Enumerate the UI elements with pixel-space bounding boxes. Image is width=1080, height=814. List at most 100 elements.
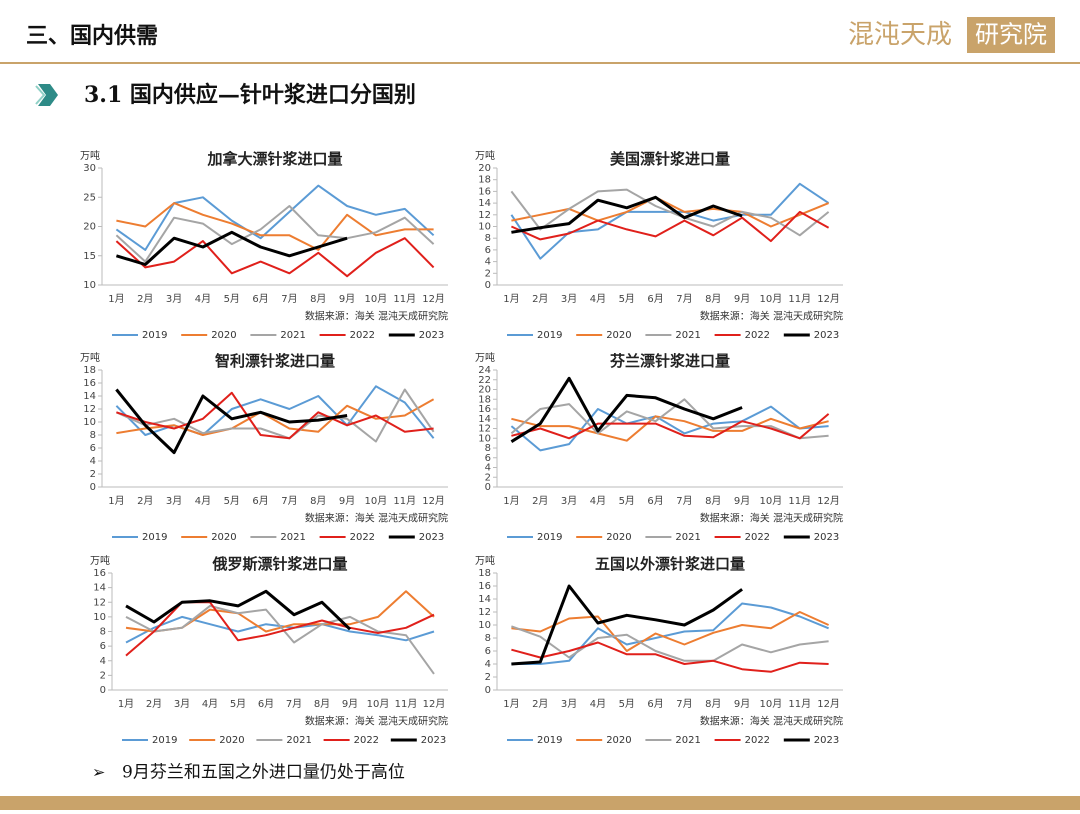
source: 数据来源：海关 混沌天成研究院 [305,310,448,323]
y-tick-label: 6 [485,453,491,464]
x-tick-label: 3月 [561,698,577,710]
y-unit: 万吨 [80,149,100,162]
y-tick-label: 0 [485,685,491,696]
x-tick-label: 7月 [281,293,297,305]
y-tick-label: 6 [90,443,96,454]
legend-label: 2022 [745,532,770,543]
series-line [511,641,829,673]
series-line [511,602,829,665]
x-tick-label: 5月 [619,698,635,710]
series-line [511,611,830,652]
legend-label: 2023 [814,735,839,746]
chart-title: 芬兰漂针浆进口量 [610,352,730,370]
series-line [511,413,830,440]
y-tick-label: 24 [478,365,491,376]
legend-label: 2023 [814,330,839,341]
series-line [115,388,348,455]
footer-bar [0,796,1080,810]
series-line [510,405,829,452]
x-tick-label: 8月 [314,698,330,710]
legend-label: 2021 [675,330,700,341]
legend-label: 2023 [419,532,444,543]
x-tick-label: 11月 [393,293,416,305]
x-tick-label: 4月 [590,698,606,710]
y-tick-label: 2 [485,472,491,483]
y-tick-label: 2 [90,469,96,480]
x-tick-label: 2月 [532,495,548,507]
series-line [510,376,743,443]
y-tick-label: 18 [478,394,491,405]
x-tick-label: 10月 [760,698,783,710]
y-tick-label: 16 [478,404,491,415]
series-line [511,196,829,228]
x-tick-label: 4月 [195,495,211,507]
source: 数据来源：海关 混沌天成研究院 [700,310,843,323]
x-tick-label: 1月 [118,698,134,710]
y-tick-label: 8 [100,627,106,638]
y-tick-label: 0 [90,482,96,493]
x-tick-label: 3月 [174,698,190,710]
section-title: 三、国内供需 [26,23,158,49]
y-tick-label: 16 [478,186,491,197]
x-tick-label: 2月 [146,698,162,710]
x-tick-label: 4月 [590,495,606,507]
y-tick-label: 14 [478,198,491,209]
series-line [510,398,829,440]
chart-title: 美国漂针浆进口量 [610,150,730,168]
x-tick-label: 11月 [788,495,811,507]
y-tick-label: 8 [485,443,491,454]
y-tick-label: 10 [93,612,106,623]
series-line [115,184,435,251]
y-tick-label: 4 [90,456,96,467]
y-tick-label: 18 [478,175,491,186]
legend-label: 2019 [142,330,167,341]
legend-label: 2022 [350,330,375,341]
logo-suffix: 研究院 [975,21,1047,49]
y-tick-label: 10 [83,417,96,428]
y-tick-label: 12 [478,210,491,221]
chart-title: 智利漂针浆进口量 [215,352,335,370]
legend-label: 2020 [606,330,631,341]
y-tick-label: 4 [485,463,491,474]
x-tick-label: 7月 [286,698,302,710]
chart-title: 加拿大漂针浆进口量 [206,150,342,168]
legend-label: 2021 [675,532,700,543]
legend-label: 2021 [286,735,311,746]
x-tick-label: 3月 [561,293,577,305]
y-tick-label: 4 [485,659,491,670]
series-line [510,188,830,237]
x-tick-label: 11月 [393,495,416,507]
x-tick-label: 10月 [760,495,783,507]
x-tick-label: 8月 [705,495,721,507]
series-line [511,584,743,666]
chart-title: 俄罗斯漂针浆进口量 [211,555,347,573]
legend-label: 2019 [152,735,177,746]
x-tick-label: 7月 [676,495,692,507]
legend-label: 2019 [537,735,562,746]
legend-label: 2022 [745,735,770,746]
x-tick-label: 12月 [817,495,840,507]
y-tick-label: 20 [478,163,491,174]
legend-label: 2022 [354,735,379,746]
y-unit: 万吨 [80,351,100,364]
y-tick-label: 2 [485,268,491,279]
legend-label: 2023 [421,735,446,746]
legend-label: 2021 [280,532,305,543]
y-tick-label: 14 [83,391,96,402]
x-tick-label: 11月 [788,698,811,710]
source: 数据来源：海关 混沌天成研究院 [305,715,448,728]
legend-label: 2019 [142,532,167,543]
logo-name: 混沌天成 [848,20,952,50]
source: 数据来源：海关 混沌天成研究院 [700,512,843,525]
legend-label: 2021 [280,330,305,341]
logo-box [967,17,1055,53]
x-tick-label: 1月 [503,293,519,305]
x-tick-label: 9月 [734,495,750,507]
legend-label: 2023 [419,330,444,341]
x-tick-label: 12月 [817,293,840,305]
y-tick-label: 0 [100,685,106,696]
x-tick-label: 12月 [422,293,445,305]
series-line [510,210,830,243]
